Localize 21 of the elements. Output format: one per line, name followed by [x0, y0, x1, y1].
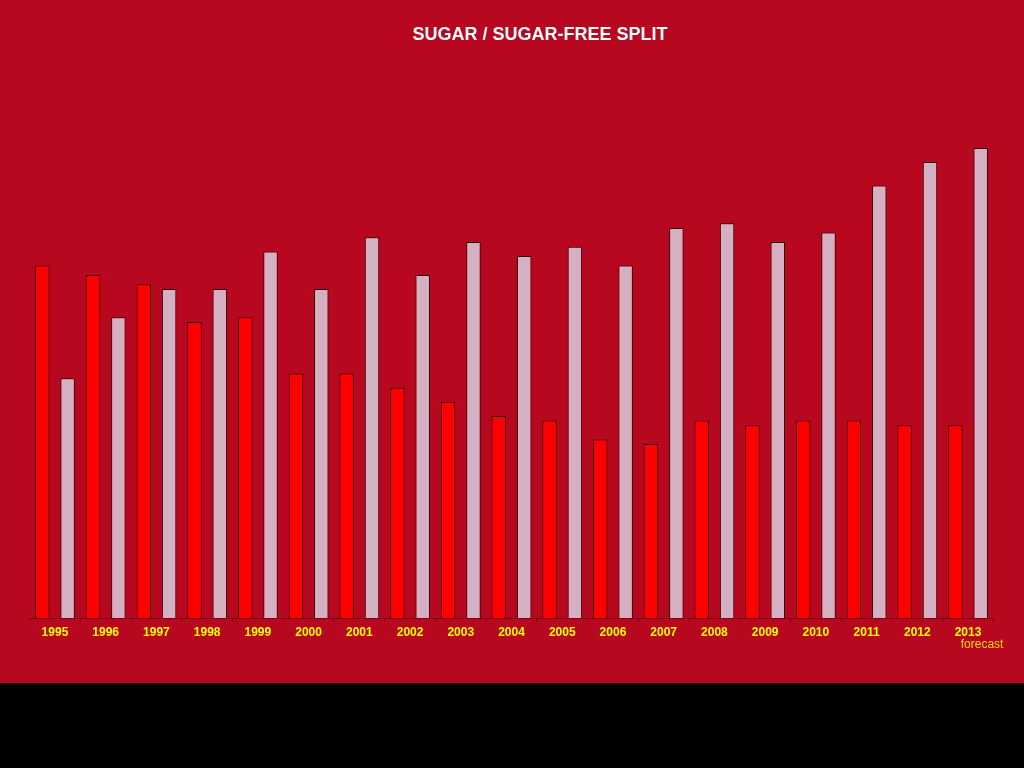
x-tick-label: 1997 — [143, 624, 171, 639]
x-tick-label: 1999 — [244, 624, 272, 639]
x-tick-label: 1996 — [92, 624, 120, 639]
x-tick-label: 2003 — [447, 624, 475, 639]
x-tick-label: 2010 — [802, 624, 830, 639]
x-tick-label: 2000 — [295, 624, 323, 639]
x-tick-label: 2001 — [345, 624, 373, 639]
x-tick-label: 2007 — [650, 624, 678, 639]
x-tick-label: 2004 — [498, 624, 526, 639]
text: forecast — [960, 637, 1005, 652]
x-tick-label: 2008 — [701, 624, 729, 639]
x-tick-label: 2011 — [853, 624, 880, 639]
x-tick-label: 2005 — [548, 624, 576, 639]
x-tick-label: 2002 — [396, 624, 424, 639]
x-tick-label: 1995 — [41, 624, 69, 639]
x-tick-label: 1998 — [193, 624, 221, 639]
x-tick-label: 2013 — [954, 624, 982, 639]
x-tick-label: 2012 — [903, 624, 931, 639]
x-tick-label: 2006 — [599, 624, 627, 639]
x-tick-label: 2009 — [751, 624, 779, 639]
chart-title: SUGAR / SUGAR-FREE SPLIT — [411, 24, 669, 45]
